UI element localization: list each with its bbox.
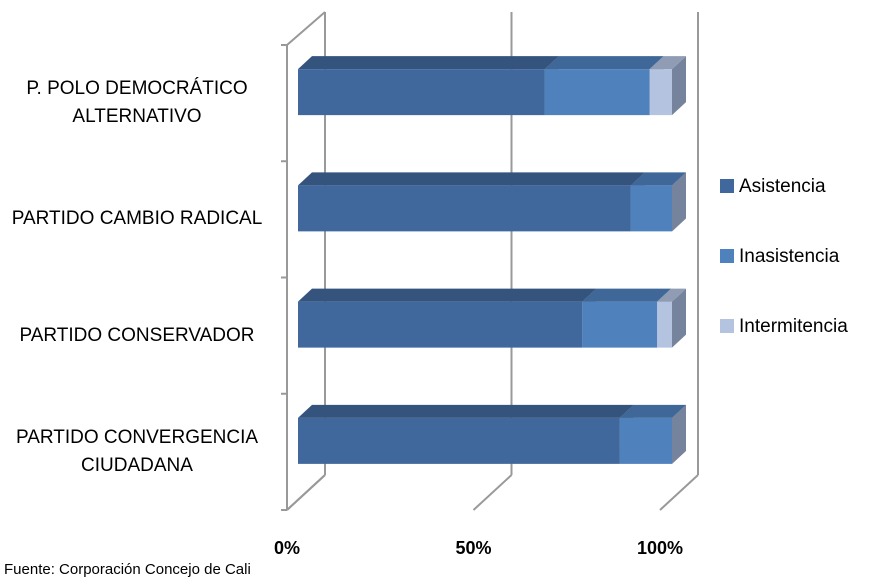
- x-tick-label: 0%: [274, 538, 300, 558]
- x-tick-label: 50%: [455, 538, 491, 558]
- bar-top: [582, 288, 672, 302]
- bar-side: [672, 172, 686, 232]
- legend-swatch: [720, 319, 734, 333]
- bar-top: [298, 172, 645, 186]
- bar: [298, 417, 620, 464]
- bar: [298, 185, 631, 232]
- bar: [657, 301, 672, 348]
- bar: [298, 69, 545, 116]
- category-label: PARTIDO CONSERVADOR: [19, 324, 255, 346]
- bar-top: [630, 172, 686, 186]
- legend-swatch: [720, 249, 734, 263]
- bar-top: [298, 404, 634, 418]
- bar-top: [619, 404, 686, 418]
- grid-floor: [472, 474, 513, 511]
- bar-top: [544, 56, 664, 70]
- bar-top: [657, 288, 686, 302]
- bar-side: [672, 56, 686, 116]
- bar-top: [298, 288, 597, 302]
- category-label: P. POLO DEMOCRÁTICO ALTERNATIVO: [26, 78, 248, 128]
- category-label: PARTIDO CONVERGENCIA CIUDADANA: [15, 426, 259, 476]
- bar-side: [672, 404, 686, 464]
- bar-top: [649, 56, 686, 70]
- legend-label: Inasistencia: [739, 246, 840, 267]
- category-label: PARTIDO CAMBIO RADICAL: [11, 208, 263, 230]
- grid-floor: [659, 474, 699, 511]
- bar: [544, 69, 650, 116]
- legend-label: Intermitencia: [739, 316, 848, 337]
- source: Fuente: Corporación Concejo de Cali: [4, 561, 251, 578]
- legend-label: Asistencia: [739, 176, 826, 197]
- legend-swatch: [720, 179, 734, 193]
- bar-top: [298, 56, 559, 70]
- bar: [649, 69, 672, 116]
- bar: [630, 185, 672, 232]
- grid-floor: [286, 474, 326, 511]
- x-tick-label: 100%: [637, 538, 683, 558]
- bar: [619, 417, 672, 464]
- bar-side: [672, 288, 686, 348]
- bar: [298, 301, 583, 348]
- bar: [582, 301, 658, 348]
